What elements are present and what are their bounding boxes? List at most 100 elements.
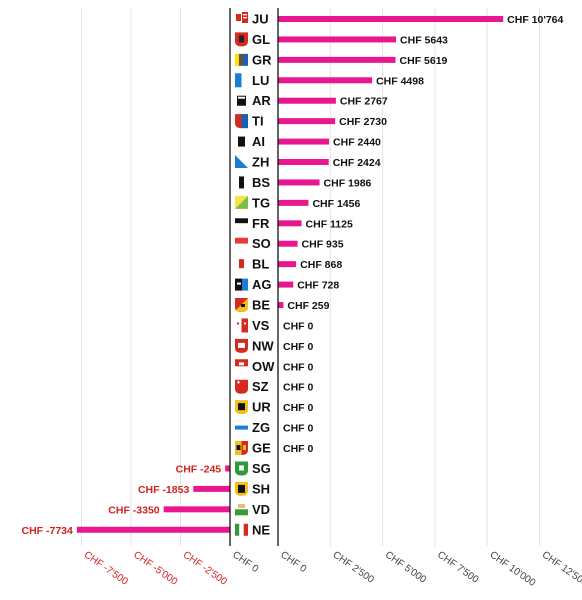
x-tick-label: CHF 5'000: [383, 549, 429, 585]
canton-flags: [235, 12, 248, 536]
value-label-NE: CHF -7734: [22, 525, 74, 537]
x-tick-label: CHF -7'500: [82, 549, 130, 587]
flag-vd-icon: [235, 503, 248, 516]
bar-BL: [278, 261, 297, 268]
bar-TI: [278, 118, 336, 125]
value-label-GL: CHF 5643: [400, 34, 448, 46]
bar-LU: [278, 77, 373, 84]
flag-ne-icon: [235, 523, 248, 536]
canton-code-JU: JU: [252, 12, 269, 27]
canton-code-VD: VD: [252, 502, 270, 517]
flag-fr-icon: [235, 218, 248, 229]
flag-tg-icon: [235, 195, 248, 209]
flag-vs-icon: [235, 318, 248, 333]
x-tick-label: CHF 10'000: [487, 549, 537, 589]
flag-part: [235, 243, 248, 250]
canton-code-VS: VS: [252, 318, 270, 333]
flag-part: [243, 14, 247, 16]
flag-part: [237, 282, 241, 285]
flag-ow-icon: [235, 359, 248, 374]
flag-part: [235, 366, 248, 374]
value-label-BE: CHF 259: [287, 300, 329, 312]
canton-code-TG: TG: [252, 195, 270, 210]
bar-VD: [163, 506, 230, 513]
crozier-icon: [239, 176, 244, 189]
bar-SG: [225, 465, 230, 472]
flag-ju-icon: [235, 12, 248, 26]
bar-GR: [278, 56, 396, 63]
value-label-SO: CHF 935: [302, 239, 344, 251]
bar-ZH: [278, 159, 329, 166]
flag-part: [239, 35, 244, 43]
flag-part: [244, 322, 246, 325]
value-label-BL: CHF 868: [300, 259, 342, 271]
grid-lines: [81, 8, 540, 546]
flag-part: [238, 380, 239, 384]
canton-code-BE: BE: [252, 298, 270, 313]
value-label-BS: CHF 1986: [324, 177, 372, 189]
flag-bl-icon: [235, 257, 248, 272]
value-label-LU: CHF 4498: [376, 75, 424, 87]
value-label-GR: CHF 5619: [400, 55, 448, 67]
crozier-icon: [239, 259, 244, 269]
value-label-OW: CHF 0: [283, 361, 313, 373]
canton-code-TI: TI: [252, 114, 264, 129]
flag-part: [238, 506, 245, 508]
key-icon: [243, 445, 246, 451]
flag-zh-icon: [235, 155, 248, 169]
flag-part: [235, 218, 248, 224]
bull-icon: [238, 403, 245, 411]
canton-code-GR: GR: [252, 52, 272, 67]
flag-part: [239, 523, 244, 536]
canton-code-GE: GE: [252, 441, 271, 456]
canton-code-SH: SH: [252, 481, 270, 496]
canton-code-GL: GL: [252, 32, 270, 47]
canton-code-NE: NE: [252, 522, 270, 537]
bar-SH: [193, 485, 230, 492]
value-label-VD: CHF -3350: [108, 504, 160, 516]
bar-TG: [278, 199, 309, 206]
key-icon: [238, 342, 245, 348]
shield-shape: [235, 379, 248, 394]
value-label-TI: CHF 2730: [339, 116, 387, 128]
canton-code-ZH: ZH: [252, 155, 269, 170]
canton-code-SZ: SZ: [252, 379, 269, 394]
x-tick-label: CHF 0: [278, 549, 308, 575]
canton-code-FR: FR: [252, 216, 270, 231]
ram-icon: [238, 484, 245, 493]
canton-code-NW: NW: [252, 338, 274, 353]
value-label-SG: CHF -245: [176, 463, 222, 475]
value-label-TG: CHF 1456: [312, 198, 360, 210]
canton-code-BS: BS: [252, 175, 270, 190]
flag-so-icon: [235, 237, 248, 250]
canton-code-SO: SO: [252, 236, 271, 251]
canton-code-ZG: ZG: [252, 420, 270, 435]
flag-part: [237, 322, 239, 325]
flag-part: [235, 509, 248, 516]
canton-code-SG: SG: [252, 461, 271, 476]
flag-sg-icon: [235, 461, 248, 476]
x-tick-label: CHF 12'500: [540, 549, 582, 589]
bar-BE: [278, 302, 284, 309]
x-tick-label: CHF -5'000: [131, 549, 179, 587]
flag-zg-icon: [235, 421, 248, 434]
value-label-VS: CHF 0: [283, 320, 313, 332]
canton-code-BL: BL: [252, 257, 269, 272]
bar-AI: [278, 138, 330, 145]
flag-nw-icon: [235, 338, 248, 353]
value-label-JU: CHF 10'764: [507, 14, 563, 26]
flag-part: [235, 195, 248, 209]
flag-part: [235, 523, 240, 536]
canton-code-UR: UR: [252, 400, 271, 415]
value-label-UR: CHF 0: [283, 402, 313, 414]
x-tick-label: CHF 2'500: [331, 549, 377, 585]
flag-part: [235, 53, 239, 66]
bar-JU: [278, 16, 504, 22]
bar-GL: [278, 36, 397, 43]
bar-AG: [278, 281, 294, 288]
flag-sh-icon: [235, 481, 248, 496]
flag-part: [235, 73, 242, 88]
x-tick-label: CHF -2'500: [181, 549, 229, 587]
bars: [76, 16, 504, 533]
